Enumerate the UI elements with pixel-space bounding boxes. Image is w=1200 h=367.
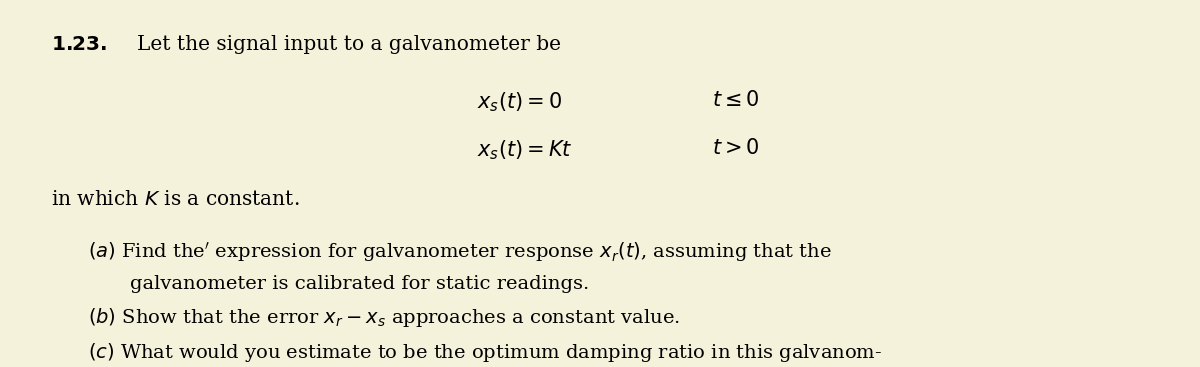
Text: $(c)$ What would you estimate to be the optimum damping ratio in this galvanom-: $(c)$ What would you estimate to be the … — [89, 341, 883, 364]
Text: $t \leq 0$: $t \leq 0$ — [712, 90, 760, 110]
Text: galvanometer is calibrated for static readings.: galvanometer is calibrated for static re… — [130, 275, 589, 293]
Text: $x_s(t) = Kt$: $x_s(t) = Kt$ — [476, 138, 572, 161]
Text: Let the signal input to a galvanometer be: Let the signal input to a galvanometer b… — [137, 35, 560, 54]
Text: in which $K$ is a constant.: in which $K$ is a constant. — [50, 190, 299, 210]
Text: $(a)$ Find the$^{\prime}$ expression for galvanometer response $x_r(t)$, assumin: $(a)$ Find the$^{\prime}$ expression for… — [89, 240, 833, 264]
Text: $(b)$ Show that the error $x_r - x_s$ approaches a constant value.: $(b)$ Show that the error $x_r - x_s$ ap… — [89, 306, 680, 329]
Text: $x_s(t) = 0$: $x_s(t) = 0$ — [476, 90, 562, 114]
Text: $\mathbf{1.23.}$: $\mathbf{1.23.}$ — [50, 35, 107, 54]
Text: $t > 0$: $t > 0$ — [712, 138, 760, 158]
